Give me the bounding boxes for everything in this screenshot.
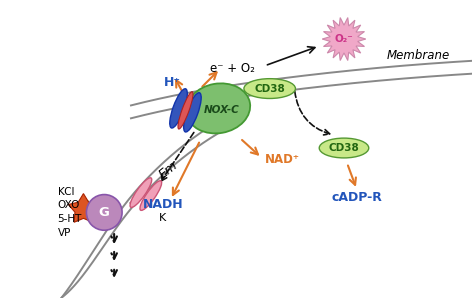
Text: NAD⁺: NAD⁺ <box>265 153 300 167</box>
Circle shape <box>86 195 122 230</box>
Text: KCl: KCl <box>58 187 74 197</box>
Ellipse shape <box>319 138 369 158</box>
Text: e⁻ + O₂: e⁻ + O₂ <box>210 62 255 75</box>
Text: K: K <box>159 213 166 223</box>
Ellipse shape <box>186 83 250 133</box>
Text: H⁺: H⁺ <box>164 76 181 89</box>
Text: cADP-R: cADP-R <box>331 191 383 204</box>
Ellipse shape <box>130 178 152 208</box>
Text: CD38: CD38 <box>255 84 285 94</box>
Ellipse shape <box>140 181 162 210</box>
Ellipse shape <box>244 79 295 98</box>
Text: 5-HT: 5-HT <box>58 214 82 224</box>
Text: NOX-C: NOX-C <box>204 105 240 115</box>
Ellipse shape <box>183 93 201 132</box>
Ellipse shape <box>170 89 187 128</box>
Text: CD38: CD38 <box>328 143 359 153</box>
Text: Em: Em <box>157 158 181 181</box>
Text: VP: VP <box>58 228 71 238</box>
Text: Membrane: Membrane <box>387 49 450 62</box>
Polygon shape <box>68 193 99 222</box>
Ellipse shape <box>178 92 193 129</box>
Text: NADH: NADH <box>143 198 184 211</box>
Text: G: G <box>99 206 109 219</box>
Polygon shape <box>322 18 366 60</box>
Text: O₂⁻: O₂⁻ <box>335 34 354 44</box>
Text: OXO: OXO <box>58 200 80 210</box>
